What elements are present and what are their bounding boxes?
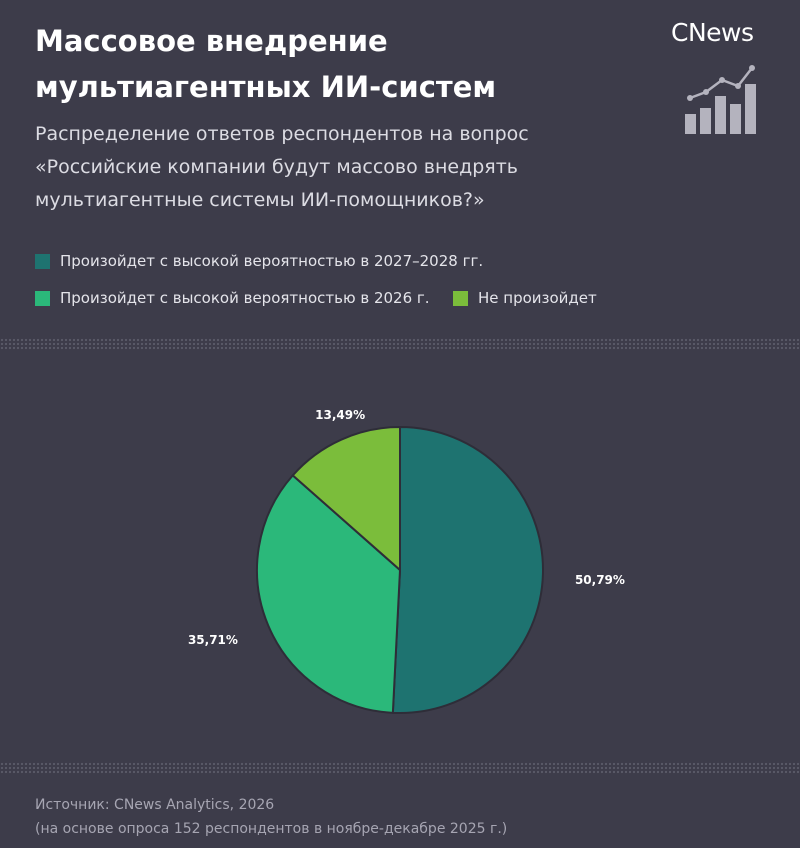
pie-slice — [256, 473, 402, 714]
legend-swatch — [35, 253, 50, 269]
subtitle-line-2: «Российские компании будут массово внедр… — [35, 156, 518, 178]
chart-title-line-1: Массовое внедрение — [35, 24, 388, 58]
dotted-divider-bottom — [0, 762, 800, 774]
pie-data-label: 13,49% — [315, 408, 365, 422]
legend-label: Произойдет с высокой вероятностью в 2026… — [60, 289, 430, 307]
chart-subtitle: Распределение ответов респондентов на во… — [35, 118, 655, 217]
legend-label: Не произойдет — [478, 289, 597, 307]
source-line-2: (на основе опроса 152 респондентов в ноя… — [35, 821, 508, 837]
legend-swatch — [453, 290, 468, 306]
source-note: Источник: CNews Analytics, 2026 (на осно… — [35, 793, 507, 841]
legend-label: Произойдет с высокой вероятностью в 2027… — [60, 252, 484, 270]
bar-chart-trend-icon — [685, 65, 756, 134]
cnews-logo: CNews — [671, 18, 754, 47]
legend-swatch — [35, 290, 50, 306]
chart-title: Массовое внедрение мультиагентных ИИ-сис… — [35, 18, 595, 110]
legend-item-2026: Произойдет с высокой вероятностью в 2026… — [35, 289, 430, 307]
chart-title-line-2: мультиагентных ИИ-систем — [35, 70, 497, 104]
legend-item-2027-2028: Произойдет с высокой вероятностью в 2027… — [35, 252, 483, 270]
subtitle-line-1: Распределение ответов респондентов на во… — [35, 123, 529, 145]
pie-chart: 50,79% 35,71% 13,49% — [188, 408, 625, 714]
dotted-divider-top — [0, 338, 800, 350]
pie-data-label: 35,71% — [188, 633, 238, 647]
legend-item-no: Не произойдет — [453, 289, 597, 307]
pie-slice — [291, 425, 401, 573]
pie-data-label: 50,79% — [575, 573, 625, 587]
subtitle-line-3: мультиагентные системы ИИ-помощников?» — [35, 189, 485, 211]
source-line-1: Источник: CNews Analytics, 2026 — [35, 797, 275, 813]
pie-slice — [391, 425, 544, 714]
